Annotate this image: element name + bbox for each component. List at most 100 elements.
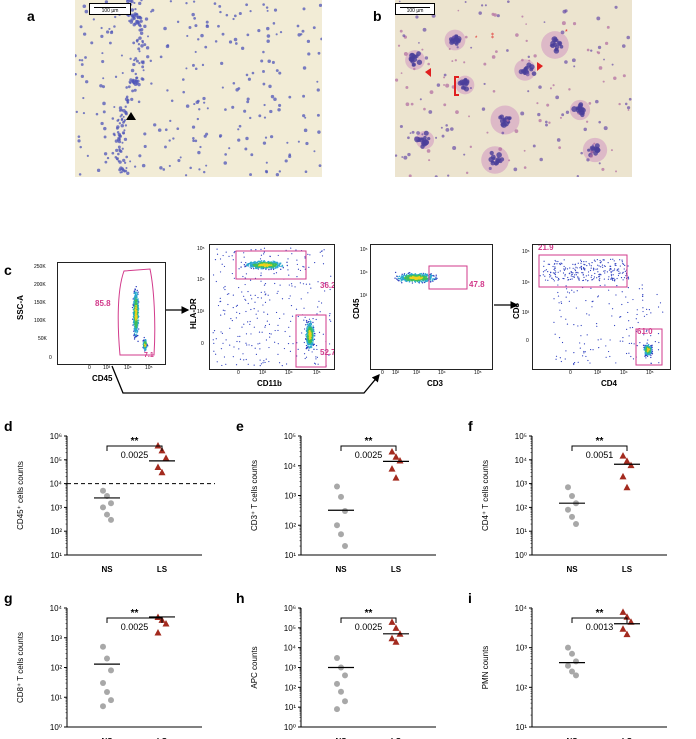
stained-cell xyxy=(463,61,466,64)
density-dot xyxy=(313,334,315,337)
y-tick-label: 10² xyxy=(50,664,62,673)
stained-cell xyxy=(75,54,77,58)
stained-cell xyxy=(302,114,306,118)
stained-cell xyxy=(506,119,509,122)
density-dot xyxy=(555,271,557,273)
density-dot xyxy=(590,276,592,278)
density-dot xyxy=(583,350,585,353)
density-dot xyxy=(220,314,222,316)
stained-cell xyxy=(454,59,457,62)
density-dot xyxy=(220,331,222,333)
density-dot xyxy=(558,302,560,304)
cell-nucleus xyxy=(521,68,526,74)
y-tick-label: 10⁰ xyxy=(515,551,527,560)
stained-cell xyxy=(120,118,124,122)
y-axis-label: CD3⁺ T cells counts xyxy=(250,460,259,531)
density-dot xyxy=(573,351,575,354)
density-dot xyxy=(593,278,595,280)
density-dot xyxy=(596,325,598,327)
density-dot xyxy=(622,271,624,273)
density-dot xyxy=(239,341,241,343)
density-dot xyxy=(542,274,544,276)
density-dot xyxy=(553,280,555,282)
micrograph-b-cells xyxy=(395,0,632,177)
density-dot xyxy=(645,330,647,332)
density-dot xyxy=(553,272,555,274)
cell-nucleus xyxy=(550,43,555,48)
density-dot xyxy=(420,272,422,275)
density-dot xyxy=(133,318,136,321)
stained-cell xyxy=(538,119,542,123)
density-dot xyxy=(588,314,590,316)
density-dot xyxy=(304,316,306,318)
density-dot xyxy=(143,346,145,348)
category-label: NS xyxy=(335,565,347,574)
density-dot xyxy=(305,333,307,336)
density-dot xyxy=(574,270,577,272)
density-dot xyxy=(401,275,404,277)
stained-cell xyxy=(397,44,401,47)
stained-cell xyxy=(296,24,300,28)
significance-stars: ** xyxy=(131,608,139,619)
cell-nucleus xyxy=(462,85,467,90)
scale-bar-label: 100 µm xyxy=(406,8,424,14)
density-dot xyxy=(425,275,427,278)
density-dot xyxy=(145,348,147,350)
density-dot xyxy=(234,250,236,253)
cell-nucleus xyxy=(464,82,468,87)
ns-point xyxy=(342,672,348,679)
density-dot xyxy=(610,278,612,280)
density-dot xyxy=(269,261,272,264)
density-dot xyxy=(650,354,652,356)
density-dot xyxy=(133,310,136,313)
density-dot xyxy=(628,335,630,337)
stained-cell xyxy=(262,82,266,86)
y-tick-label: 10³ xyxy=(515,480,527,489)
density-dot xyxy=(249,261,252,264)
density-dot xyxy=(259,262,261,264)
stained-cell xyxy=(555,95,560,100)
density-dot xyxy=(579,347,581,349)
density-dot xyxy=(136,311,139,313)
density-dot xyxy=(656,293,658,296)
density-dot xyxy=(569,272,571,274)
density-dot xyxy=(635,318,637,320)
density-dot xyxy=(260,260,263,262)
density-dot xyxy=(585,261,587,263)
density-dot xyxy=(247,363,249,365)
density-dot xyxy=(557,277,560,280)
stained-cell xyxy=(312,26,316,30)
stained-cell xyxy=(137,43,141,46)
density-dot xyxy=(275,264,278,266)
density-dot xyxy=(588,262,590,265)
stained-cell xyxy=(194,50,197,54)
density-dot xyxy=(137,319,140,321)
stained-cell xyxy=(486,131,489,134)
density-dot xyxy=(554,259,556,262)
stained-cell xyxy=(235,88,239,92)
panel-label-h: h xyxy=(236,590,245,606)
density-dot xyxy=(573,324,575,326)
density-dot xyxy=(235,305,238,307)
ls-point xyxy=(627,618,635,625)
p-value: 0.0013 xyxy=(586,622,614,632)
stained-cell xyxy=(603,126,608,131)
density-dot xyxy=(223,356,226,358)
stained-cell xyxy=(96,168,101,173)
stained-cell xyxy=(445,83,450,88)
density-dot xyxy=(221,263,223,265)
stained-cell xyxy=(521,15,524,18)
stained-cell xyxy=(548,121,551,124)
density-dot xyxy=(238,286,240,289)
density-dot xyxy=(143,339,145,341)
density-dot xyxy=(642,294,644,296)
stained-cell xyxy=(302,66,307,70)
density-dot xyxy=(308,349,310,351)
density-dot xyxy=(651,349,653,351)
density-dot xyxy=(318,331,321,333)
density-dot xyxy=(628,320,630,322)
density-dot xyxy=(421,276,424,279)
stained-cell xyxy=(163,26,167,31)
panel-label-d: d xyxy=(4,418,13,434)
density-dot xyxy=(311,343,314,345)
